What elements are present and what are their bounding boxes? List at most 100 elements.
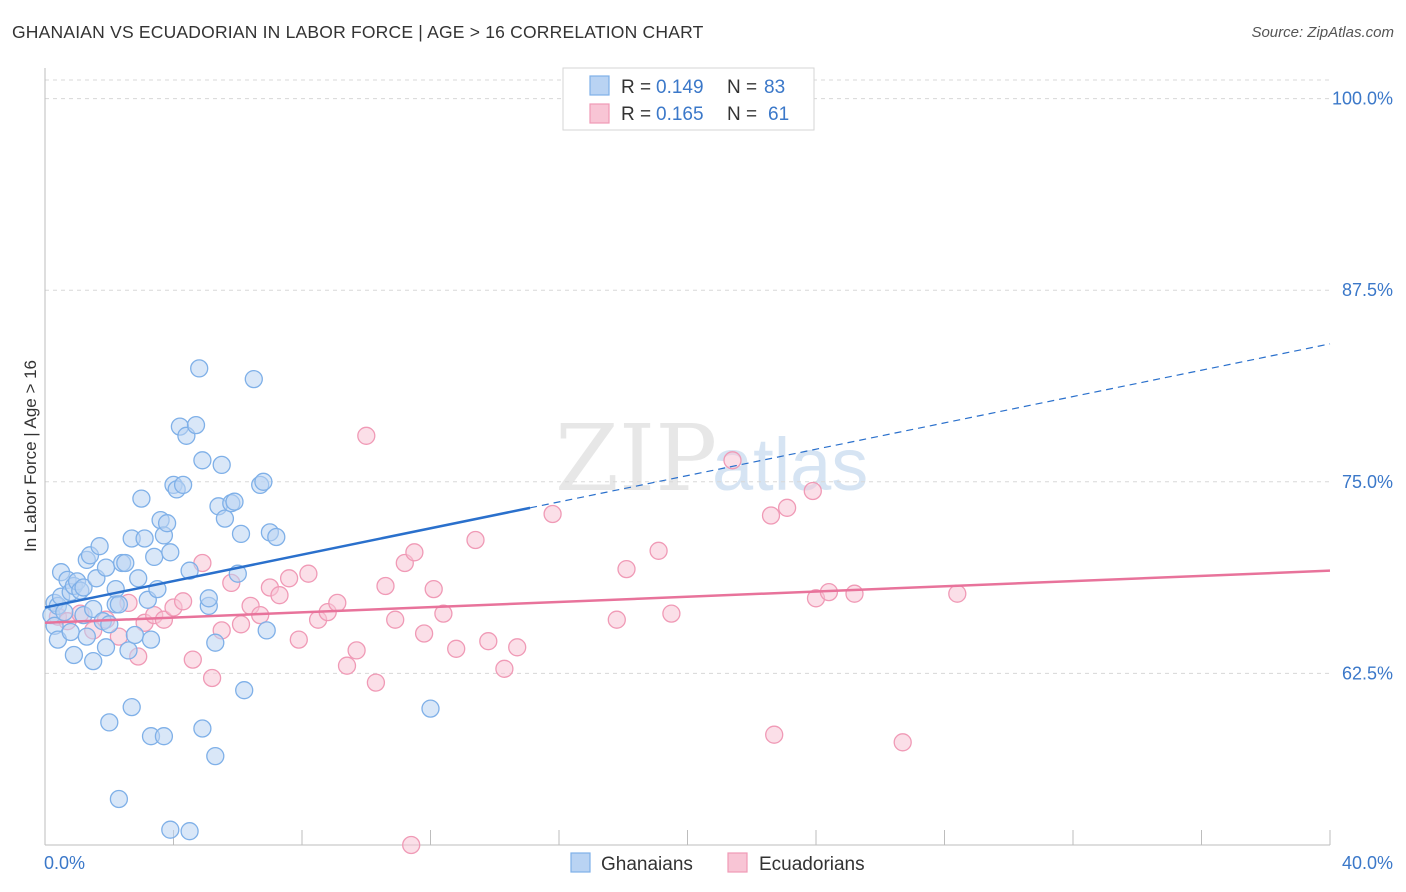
ghanaian-point [135, 529, 154, 548]
legend-n-label-ghanaians: N = [727, 77, 757, 98]
ecuadorian-point [765, 725, 784, 744]
ecuadorian-point [434, 604, 453, 623]
ecuadorian-point [466, 530, 485, 550]
ecuadorian-point [424, 579, 443, 599]
ecuadorian-point [347, 641, 366, 660]
ghanaian-point [125, 625, 145, 645]
ecuadorian-point [495, 659, 514, 678]
x-tick-label-max: 40.0% [1342, 853, 1393, 873]
ghanaian-point [161, 820, 180, 839]
ecuadorian-point [803, 481, 822, 501]
watermark-zip: ZIP [555, 405, 717, 512]
ecuadorian-point [617, 559, 636, 579]
ghanaian-point [257, 621, 276, 640]
ghanaian-point [96, 638, 116, 657]
ecuadorian-point [289, 630, 308, 649]
data-points [42, 359, 967, 855]
ecuadorian-point [366, 673, 386, 692]
ghanaian-point [100, 713, 119, 732]
ecuadorian-point [231, 615, 251, 634]
source-credit: Source: ZipAtlas.com [1251, 24, 1394, 41]
ghanaian-point [96, 558, 116, 577]
ecuadorian-point [662, 604, 681, 623]
bottom-legend-swatch-ecuadorians [727, 852, 748, 873]
y-axis-title: In Labor Force | Age > 16 [21, 360, 40, 552]
ecuadorian-point [479, 632, 498, 651]
chart-title: GHANAIAN VS ECUADORIAN IN LABOR FORCE | … [12, 22, 704, 42]
ecuadorian-point [893, 733, 912, 752]
legend-swatch-ghanaians [589, 75, 610, 96]
ghanaian-point [74, 578, 93, 597]
ecuadorian-point [948, 584, 967, 603]
ecuadorian-point [183, 650, 202, 669]
bottom-legend-swatch-ghanaians [570, 852, 591, 873]
ghanaian-point [193, 451, 212, 470]
legend-r-value-ghanaians: 0.149 [656, 77, 704, 98]
bottom-legend-label-ecuadorians: Ecuadorians [759, 854, 865, 875]
ghanaian-point [173, 475, 193, 495]
ghanaian-trend-line [44, 506, 531, 609]
y-tick-label: 100.0% [1332, 89, 1393, 109]
ghanaian-point [206, 746, 225, 766]
ecuadorian-point [357, 426, 376, 445]
ecuadorian-point [777, 498, 797, 517]
ecuadorian-point [279, 569, 299, 588]
trend-lines [44, 343, 1331, 625]
ghanaian-point [190, 359, 209, 378]
watermark: ZIP atlas [555, 405, 868, 512]
ghanaian-point [206, 633, 225, 652]
ecuadorian-point [337, 656, 357, 675]
ghanaian-point [132, 489, 151, 508]
ghanaian-point [212, 455, 231, 475]
ecuadorian-point [607, 610, 626, 629]
legend-n-value-ghanaians: 83 [764, 77, 785, 98]
series-legend: Ghanaians Ecuadorians [570, 852, 865, 875]
ecuadorian-point [154, 610, 174, 629]
ghanaian-point [129, 569, 148, 588]
ecuadorian-point [508, 638, 527, 657]
ghanaian-point [180, 561, 199, 580]
bottom-legend-label-ghanaians: Ghanaians [601, 854, 693, 875]
legend-n-label-ecuadorians: N = [727, 104, 757, 125]
legend-swatch-ecuadorians [589, 103, 610, 124]
legend-r-label-ghanaians: R = [621, 77, 651, 98]
ecuadorian-point [405, 543, 424, 562]
ghanaian-point [244, 369, 263, 389]
ghanaian-point [64, 645, 84, 665]
correlation-legend: R = 0.149 N = 83 R = 0.165 N = 61 [562, 67, 815, 131]
ecuadorian-point [723, 451, 742, 470]
ghanaian-point [154, 727, 174, 746]
ecuadorian-point [202, 668, 222, 688]
ghanaian-point [55, 602, 74, 622]
ecuadorian-point [328, 593, 347, 613]
ghanaian-point [61, 622, 80, 642]
ecuadorian-point [402, 835, 421, 855]
ghanaian-point [193, 719, 212, 738]
ecuadorian-point [447, 639, 466, 658]
ecuadorian-point [845, 584, 864, 603]
y-tick-label: 75.0% [1342, 472, 1393, 492]
ecuadorian-point [543, 504, 562, 524]
ghanaian-point [100, 615, 119, 634]
ghanaian-point [109, 595, 129, 614]
ghanaian-point [267, 527, 286, 547]
ghanaian-point [186, 415, 206, 435]
ghanaian-point [231, 524, 251, 544]
legend-r-value-ecuadorians: 0.165 [656, 104, 704, 125]
ecuadorian-point [386, 610, 405, 629]
ecuadorian-trend-line [44, 569, 1331, 625]
ecuadorian-point [376, 576, 395, 596]
ghanaian-point [90, 537, 109, 556]
ghanaian-point [77, 627, 96, 646]
ghanaian-point [421, 699, 440, 718]
ghanaian-point [180, 822, 199, 841]
ecuadorian-point [414, 624, 434, 643]
ghanaian-point [235, 681, 254, 700]
ghanaian-trend-extension [529, 343, 1331, 509]
ecuadorian-point [173, 592, 193, 611]
ghanaian-point [116, 553, 135, 573]
y-tick-label: 62.5% [1342, 663, 1393, 683]
ghanaian-point [84, 599, 103, 619]
ghanaian-point [122, 697, 141, 717]
